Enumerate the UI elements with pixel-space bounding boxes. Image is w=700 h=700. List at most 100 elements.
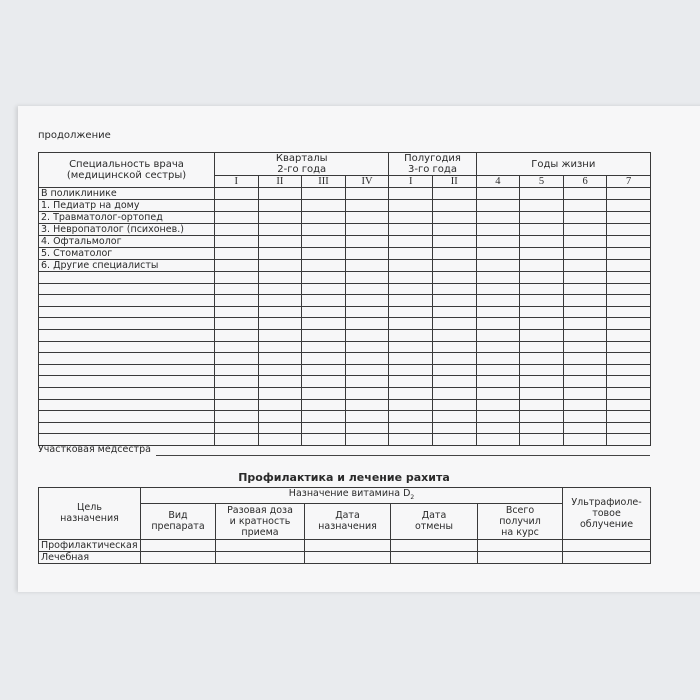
entry-cell[interactable] [475,363,521,377]
entry-cell[interactable] [519,328,564,342]
entry-cell[interactable] [606,352,651,365]
row-label[interactable]: 4. Офтальмолог [38,235,215,248]
entry-cell[interactable] [562,187,608,200]
entry-cell[interactable] [344,433,390,446]
entry-cell[interactable] [475,271,521,284]
entry-cell[interactable] [215,538,305,552]
entry-cell[interactable] [562,211,608,224]
entry-cell[interactable] [257,259,303,272]
entry-cell[interactable] [475,410,521,423]
entry-cell[interactable] [344,328,390,342]
entry-cell[interactable] [257,398,303,412]
entry-cell[interactable] [214,199,259,212]
entry-cell[interactable] [606,199,651,212]
entry-cell[interactable] [562,352,608,365]
entry-cell[interactable] [214,235,259,248]
row-label[interactable] [38,433,215,446]
entry-cell[interactable] [519,187,564,200]
entry-cell[interactable] [301,305,346,319]
entry-cell[interactable] [606,294,651,307]
entry-cell[interactable] [301,211,346,224]
entry-cell[interactable] [432,328,477,342]
entry-cell[interactable] [388,317,433,330]
row-label[interactable] [38,421,215,435]
entry-cell[interactable] [562,271,608,284]
entry-cell[interactable] [214,363,259,377]
entry-cell[interactable] [301,271,346,284]
entry-cell[interactable] [214,410,259,423]
entry-cell[interactable] [257,223,303,236]
row-label[interactable] [38,352,215,365]
entry-cell[interactable] [344,211,390,224]
entry-cell[interactable] [475,235,521,248]
entry-cell[interactable] [519,410,564,423]
entry-cell[interactable] [214,223,259,236]
entry-cell[interactable] [301,421,346,435]
entry-cell[interactable] [432,398,477,412]
entry-cell[interactable] [519,375,564,388]
row-label[interactable]: В поликлинике [38,187,215,200]
entry-cell[interactable] [257,247,303,260]
entry-cell[interactable] [562,538,652,552]
entry-cell[interactable] [432,187,477,200]
entry-cell[interactable] [432,199,477,212]
entry-cell[interactable] [606,398,651,412]
entry-cell[interactable] [257,386,303,400]
entry-cell[interactable] [519,386,564,400]
entry-cell[interactable] [257,282,303,296]
entry-cell[interactable] [390,538,478,552]
entry-cell[interactable] [606,386,651,400]
entry-cell[interactable] [344,271,390,284]
entry-cell[interactable] [214,386,259,400]
entry-cell[interactable] [388,294,433,307]
entry-cell[interactable] [388,199,433,212]
entry-cell[interactable] [257,340,303,354]
entry-cell[interactable] [432,271,477,284]
entry-cell[interactable] [475,433,521,446]
row-label[interactable] [38,305,215,319]
entry-cell[interactable] [519,363,564,377]
entry-cell[interactable] [388,305,433,319]
entry-cell[interactable] [519,235,564,248]
entry-cell[interactable] [519,271,564,284]
entry-cell[interactable] [388,398,433,412]
entry-cell[interactable] [519,247,564,260]
entry-cell[interactable] [475,375,521,388]
entry-cell[interactable] [562,294,608,307]
entry-cell[interactable] [388,259,433,272]
row-label[interactable] [38,398,215,412]
entry-cell[interactable] [562,235,608,248]
entry-cell[interactable] [388,187,433,200]
entry-cell[interactable] [257,271,303,284]
entry-cell[interactable] [301,282,346,296]
entry-cell[interactable] [606,375,651,388]
entry-cell[interactable] [388,328,433,342]
entry-cell[interactable] [519,352,564,365]
entry-cell[interactable] [432,282,477,296]
row-label[interactable] [38,375,215,388]
entry-cell[interactable] [432,352,477,365]
entry-cell[interactable] [475,317,521,330]
entry-cell[interactable] [344,235,390,248]
entry-cell[interactable] [214,421,259,435]
entry-cell[interactable] [388,271,433,284]
entry-cell[interactable] [562,223,608,236]
entry-cell[interactable] [301,352,346,365]
entry-cell[interactable] [388,282,433,296]
entry-cell[interactable] [257,433,303,446]
entry-cell[interactable] [140,550,216,564]
entry-cell[interactable] [519,340,564,354]
entry-cell[interactable] [562,386,608,400]
entry-cell[interactable] [301,340,346,354]
entry-cell[interactable] [475,211,521,224]
entry-cell[interactable] [344,223,390,236]
entry-cell[interactable] [606,282,651,296]
row-label[interactable] [38,317,215,330]
entry-cell[interactable] [432,235,477,248]
entry-cell[interactable] [606,410,651,423]
entry-cell[interactable] [432,211,477,224]
entry-cell[interactable] [432,363,477,377]
row-label[interactable]: 3. Невропатолог (психонев.) [38,223,215,236]
row-label[interactable]: 6. Другие специалисты [38,259,215,272]
row-label[interactable] [38,340,215,354]
